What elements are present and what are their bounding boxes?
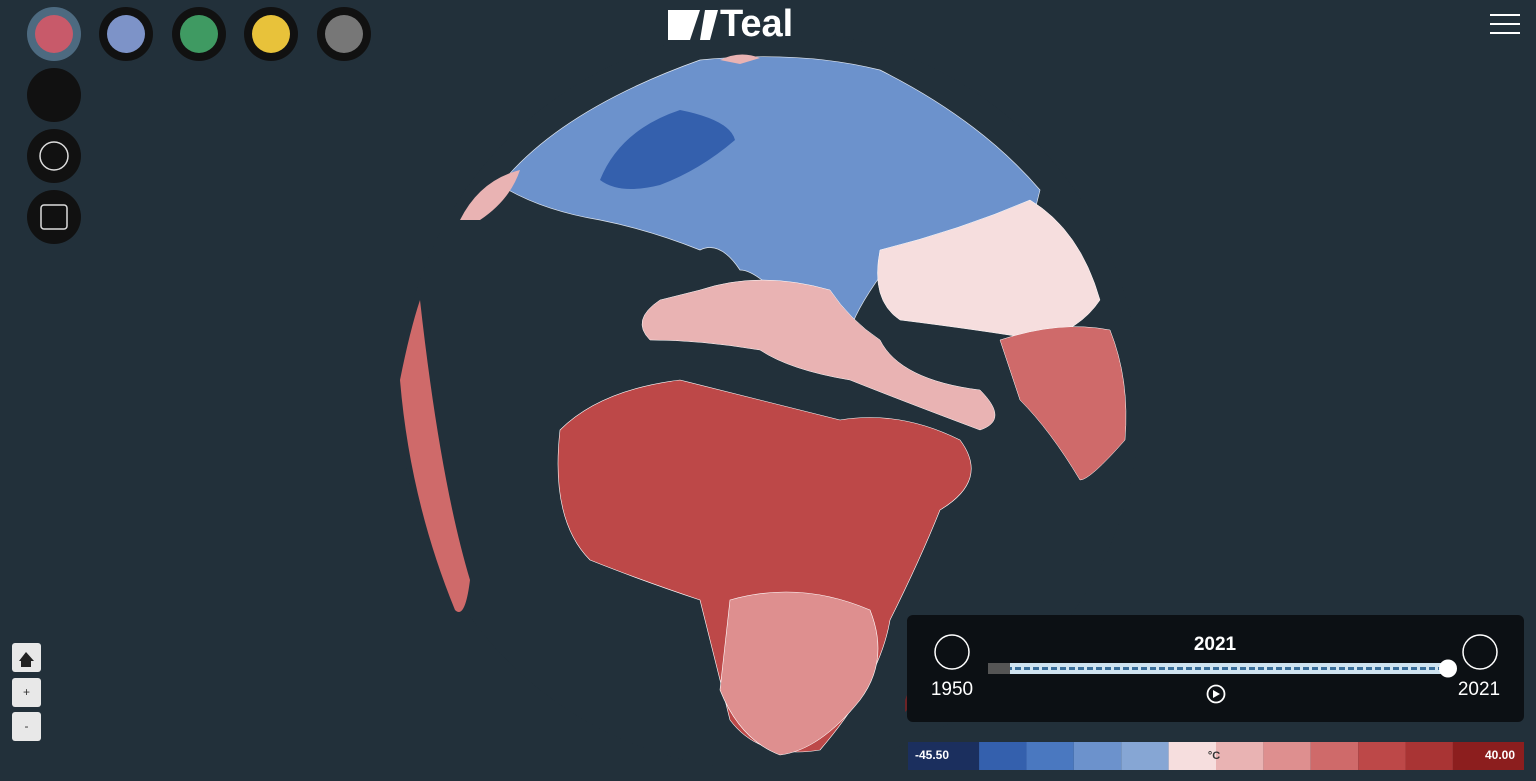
end-clock-icon: [1462, 634, 1498, 670]
legend-min: -45.50: [915, 748, 949, 762]
layer-buttons: [27, 7, 371, 244]
legend-swatch: [1452, 742, 1524, 770]
start-clock-icon: [934, 634, 970, 670]
logo-icon: [668, 10, 718, 40]
legend-swatch: [908, 742, 980, 770]
legend-swatch: [1073, 742, 1122, 770]
legend-max: 40.00: [1485, 748, 1515, 762]
legend-swatch: [1216, 742, 1264, 770]
legend-swatch: [1026, 742, 1074, 770]
logo-text: Teal: [720, 3, 793, 45]
start-year: 1950: [931, 679, 973, 700]
legend-swatch: [1310, 742, 1359, 770]
zoom-in-label: +: [23, 685, 30, 699]
legend: -45.50 40.00 °C: [908, 742, 1524, 770]
timeline-handle[interactable]: [1439, 659, 1457, 678]
zoom-out-button[interactable]: [12, 712, 41, 741]
zoom-in-button[interactable]: [12, 678, 41, 707]
globe[interactable]: [400, 30, 1140, 770]
calendar-button[interactable]: [27, 190, 81, 244]
current-year: 2021: [1194, 634, 1237, 655]
end-year: 2021: [1458, 679, 1500, 700]
legend-swatch: [1168, 742, 1216, 770]
menu-button[interactable]: [1490, 14, 1520, 34]
question-button[interactable]: [27, 68, 81, 122]
legend-swatch: [1263, 742, 1311, 770]
legend-unit: °C: [1208, 750, 1220, 762]
globe-button[interactable]: [27, 129, 81, 183]
legend-swatch: [1358, 742, 1406, 770]
play-button[interactable]: [1206, 684, 1226, 704]
zoom-out-label: -: [25, 719, 29, 733]
legend-swatch: [979, 742, 1027, 770]
legend-swatch: [1121, 742, 1169, 770]
legend-swatch: [1405, 742, 1453, 770]
